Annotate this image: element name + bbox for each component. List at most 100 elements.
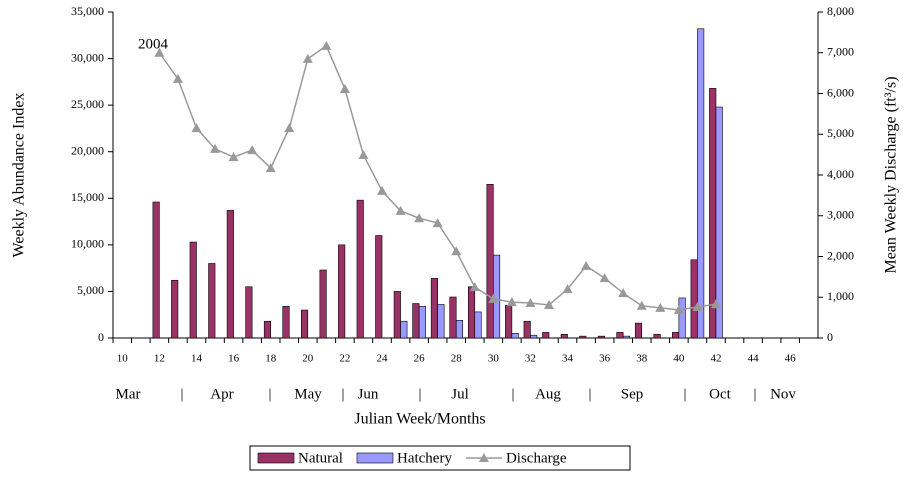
line-marker <box>469 282 480 292</box>
line-marker <box>432 218 443 228</box>
line-marker <box>692 302 703 312</box>
legend-label: Hatchery <box>397 450 452 466</box>
line-marker <box>265 163 276 173</box>
bar <box>579 335 587 339</box>
bar <box>208 263 216 339</box>
bar <box>189 241 197 339</box>
x-tick-label: 18 <box>265 353 277 365</box>
x-tick-label: 20 <box>302 353 314 365</box>
bar <box>672 332 680 339</box>
line-marker <box>488 293 499 303</box>
line-marker <box>451 246 462 256</box>
line-marker <box>543 299 554 309</box>
line-marker <box>191 123 202 133</box>
bar <box>282 306 290 339</box>
month-label: Nov <box>770 386 796 402</box>
x-tick-label: 46 <box>785 353 797 365</box>
month-label: Oct <box>709 386 731 402</box>
x-tick-label: 32 <box>525 353 536 365</box>
bar <box>486 184 494 339</box>
x-tick-label: 16 <box>228 353 240 365</box>
y2-tick-label: 8,000 <box>827 4 854 18</box>
legend-swatch <box>257 452 295 464</box>
month-separator: | <box>418 386 421 402</box>
x-tick-label: 38 <box>636 353 648 365</box>
y2-tick-label: 1,000 <box>827 289 854 303</box>
bar <box>418 306 426 339</box>
bar <box>412 303 420 339</box>
line-marker <box>395 205 406 215</box>
annotation: 2004 <box>138 36 169 52</box>
bar <box>542 332 550 339</box>
y2-tick-label: 6,000 <box>827 85 854 99</box>
month-label: Jun <box>358 386 379 402</box>
y-tick-label: 5,000 <box>77 283 104 297</box>
line-marker <box>358 150 369 160</box>
y2-tick-label: 5,000 <box>827 126 854 140</box>
bar <box>597 335 605 339</box>
month-separator: | <box>341 386 344 402</box>
x-tick-label: 40 <box>673 353 685 365</box>
bar <box>697 28 705 339</box>
x-tick-label: 24 <box>377 353 389 365</box>
line-marker <box>673 304 684 314</box>
bar <box>437 304 445 339</box>
bar <box>338 244 346 339</box>
x-tick-label: 28 <box>451 353 463 365</box>
line-marker <box>284 123 295 133</box>
bar <box>634 322 643 339</box>
y2-axis-title: Mean Weekly Discharge (ft³/s) <box>883 76 900 273</box>
bar <box>319 269 327 339</box>
legend-box <box>249 445 631 471</box>
bar <box>226 210 234 339</box>
x-tick-label: 10 <box>117 353 129 365</box>
line-marker <box>210 143 221 153</box>
bar <box>653 333 661 339</box>
x-tick-label: 12 <box>154 353 165 365</box>
legend-label: Discharge <box>506 450 567 466</box>
bar <box>511 333 519 339</box>
x-tick-label: 36 <box>599 353 611 365</box>
bar <box>375 235 383 339</box>
legend-label: Natural <box>298 450 343 466</box>
x-tick-label: 30 <box>488 353 500 365</box>
bar <box>152 201 160 339</box>
month-separator: | <box>753 386 756 402</box>
bar <box>474 311 482 339</box>
line-marker <box>599 273 610 283</box>
month-separator: | <box>180 386 183 402</box>
line-marker <box>302 53 313 63</box>
bar <box>709 88 717 339</box>
y2-tick-label: 2,000 <box>827 248 854 262</box>
bar <box>400 320 408 339</box>
line-marker <box>172 73 183 83</box>
legend-marker <box>478 453 489 462</box>
bar <box>715 106 723 339</box>
month-label: Sep <box>621 386 644 402</box>
bar <box>393 291 401 339</box>
month-label: Apr <box>210 386 233 402</box>
bar <box>622 335 630 339</box>
x-axis-title: Julian Week/Months <box>354 411 485 428</box>
bar <box>430 278 438 339</box>
y-tick-label: 30,000 <box>71 50 104 64</box>
y2-tick-label: 0 <box>827 330 833 344</box>
legend-swatch <box>356 452 394 464</box>
x-tick-label: 44 <box>748 353 760 365</box>
line-marker <box>618 288 629 298</box>
y-tick-label: 10,000 <box>71 237 104 251</box>
y-tick-label: 35,000 <box>71 4 104 18</box>
month-label: May <box>294 386 322 402</box>
y2-tick-label: 3,000 <box>827 208 854 222</box>
bar <box>505 305 513 339</box>
y-axis-title: Weekly Abundance Index <box>11 93 28 258</box>
y-tick-label: 20,000 <box>71 143 104 157</box>
bar <box>678 297 686 339</box>
y2-tick-label: 7,000 <box>827 45 854 59</box>
month-label: Jul <box>451 386 469 402</box>
bar <box>690 259 698 339</box>
month-separator: | <box>588 386 591 402</box>
line-marker <box>562 284 573 294</box>
y-tick-label: 15,000 <box>71 190 104 204</box>
